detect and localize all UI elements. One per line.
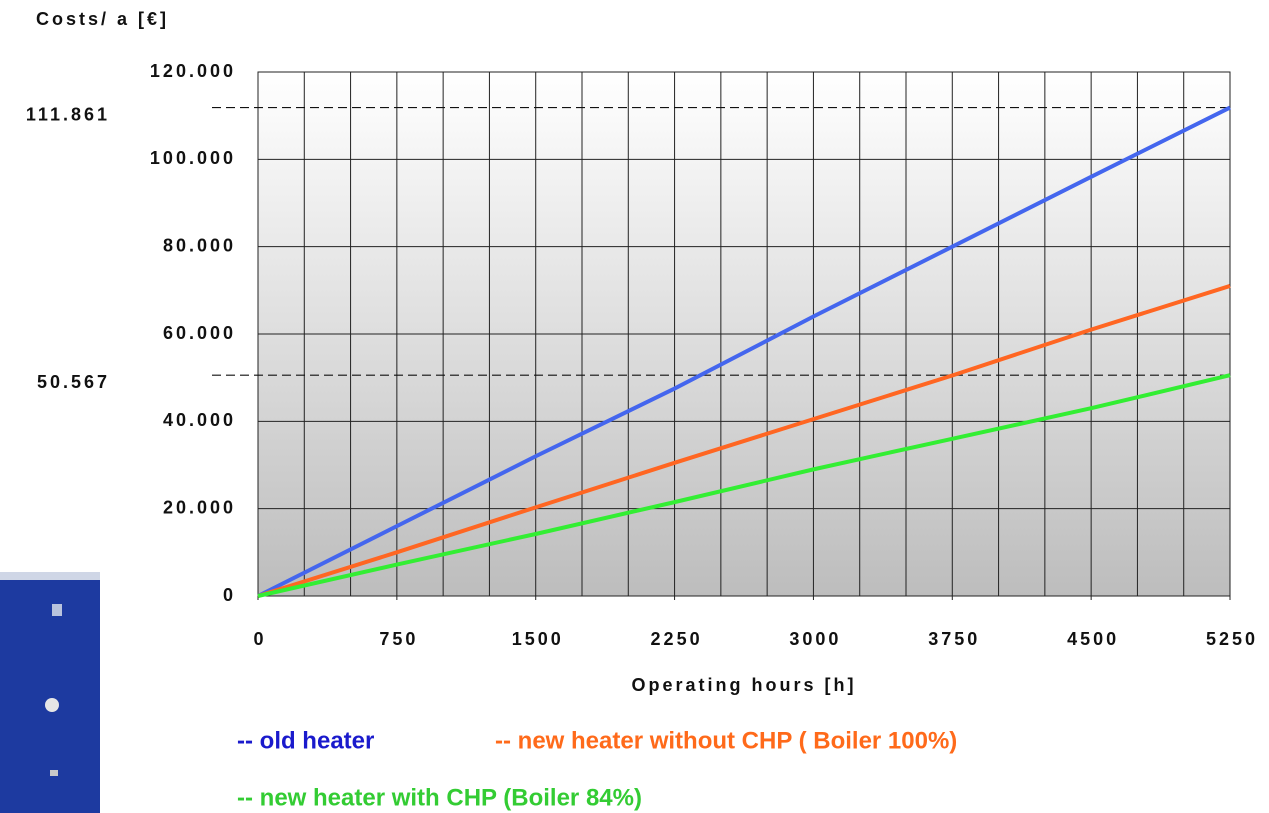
y-tick-label: 40.000 — [163, 410, 236, 430]
reference-label: 50.567 — [37, 372, 110, 392]
y-tick-label: 100.000 — [150, 148, 236, 168]
x-tick-label: 5250 — [1206, 629, 1258, 649]
x-tick-label: 3000 — [789, 629, 841, 649]
x-tick-label: 3750 — [928, 629, 980, 649]
plot-border — [257, 71, 1231, 597]
x-tick-label: 2250 — [651, 629, 703, 649]
reference-label: 111.861 — [26, 104, 110, 124]
y-tick-label: 20.000 — [163, 497, 236, 517]
legend-entry: -- new heater with CHP (Boiler 84%) — [237, 784, 642, 811]
x-tick-label: 750 — [379, 629, 418, 649]
y-tick-label: 120.000 — [150, 61, 236, 81]
legend-entry: -- new heater without CHP ( Boiler 100%) — [495, 727, 957, 754]
series-line — [257, 284, 1231, 598]
legend-entry: -- old heater — [237, 727, 374, 754]
x-tick-label: 4500 — [1067, 629, 1119, 649]
y-tick-label: 80.000 — [163, 235, 236, 255]
device-photo — [0, 572, 100, 813]
y-tick-label: 60.000 — [163, 323, 236, 343]
x-tick-label: 1500 — [512, 629, 564, 649]
x-axis-title: Operating hours [h] — [632, 675, 857, 695]
y-axis-title: Costs/ a [€] — [36, 9, 169, 29]
series-line — [257, 105, 1231, 598]
x-tick-label: 0 — [253, 629, 266, 649]
y-tick-label: 0 — [223, 585, 236, 605]
series-line — [257, 373, 1231, 598]
